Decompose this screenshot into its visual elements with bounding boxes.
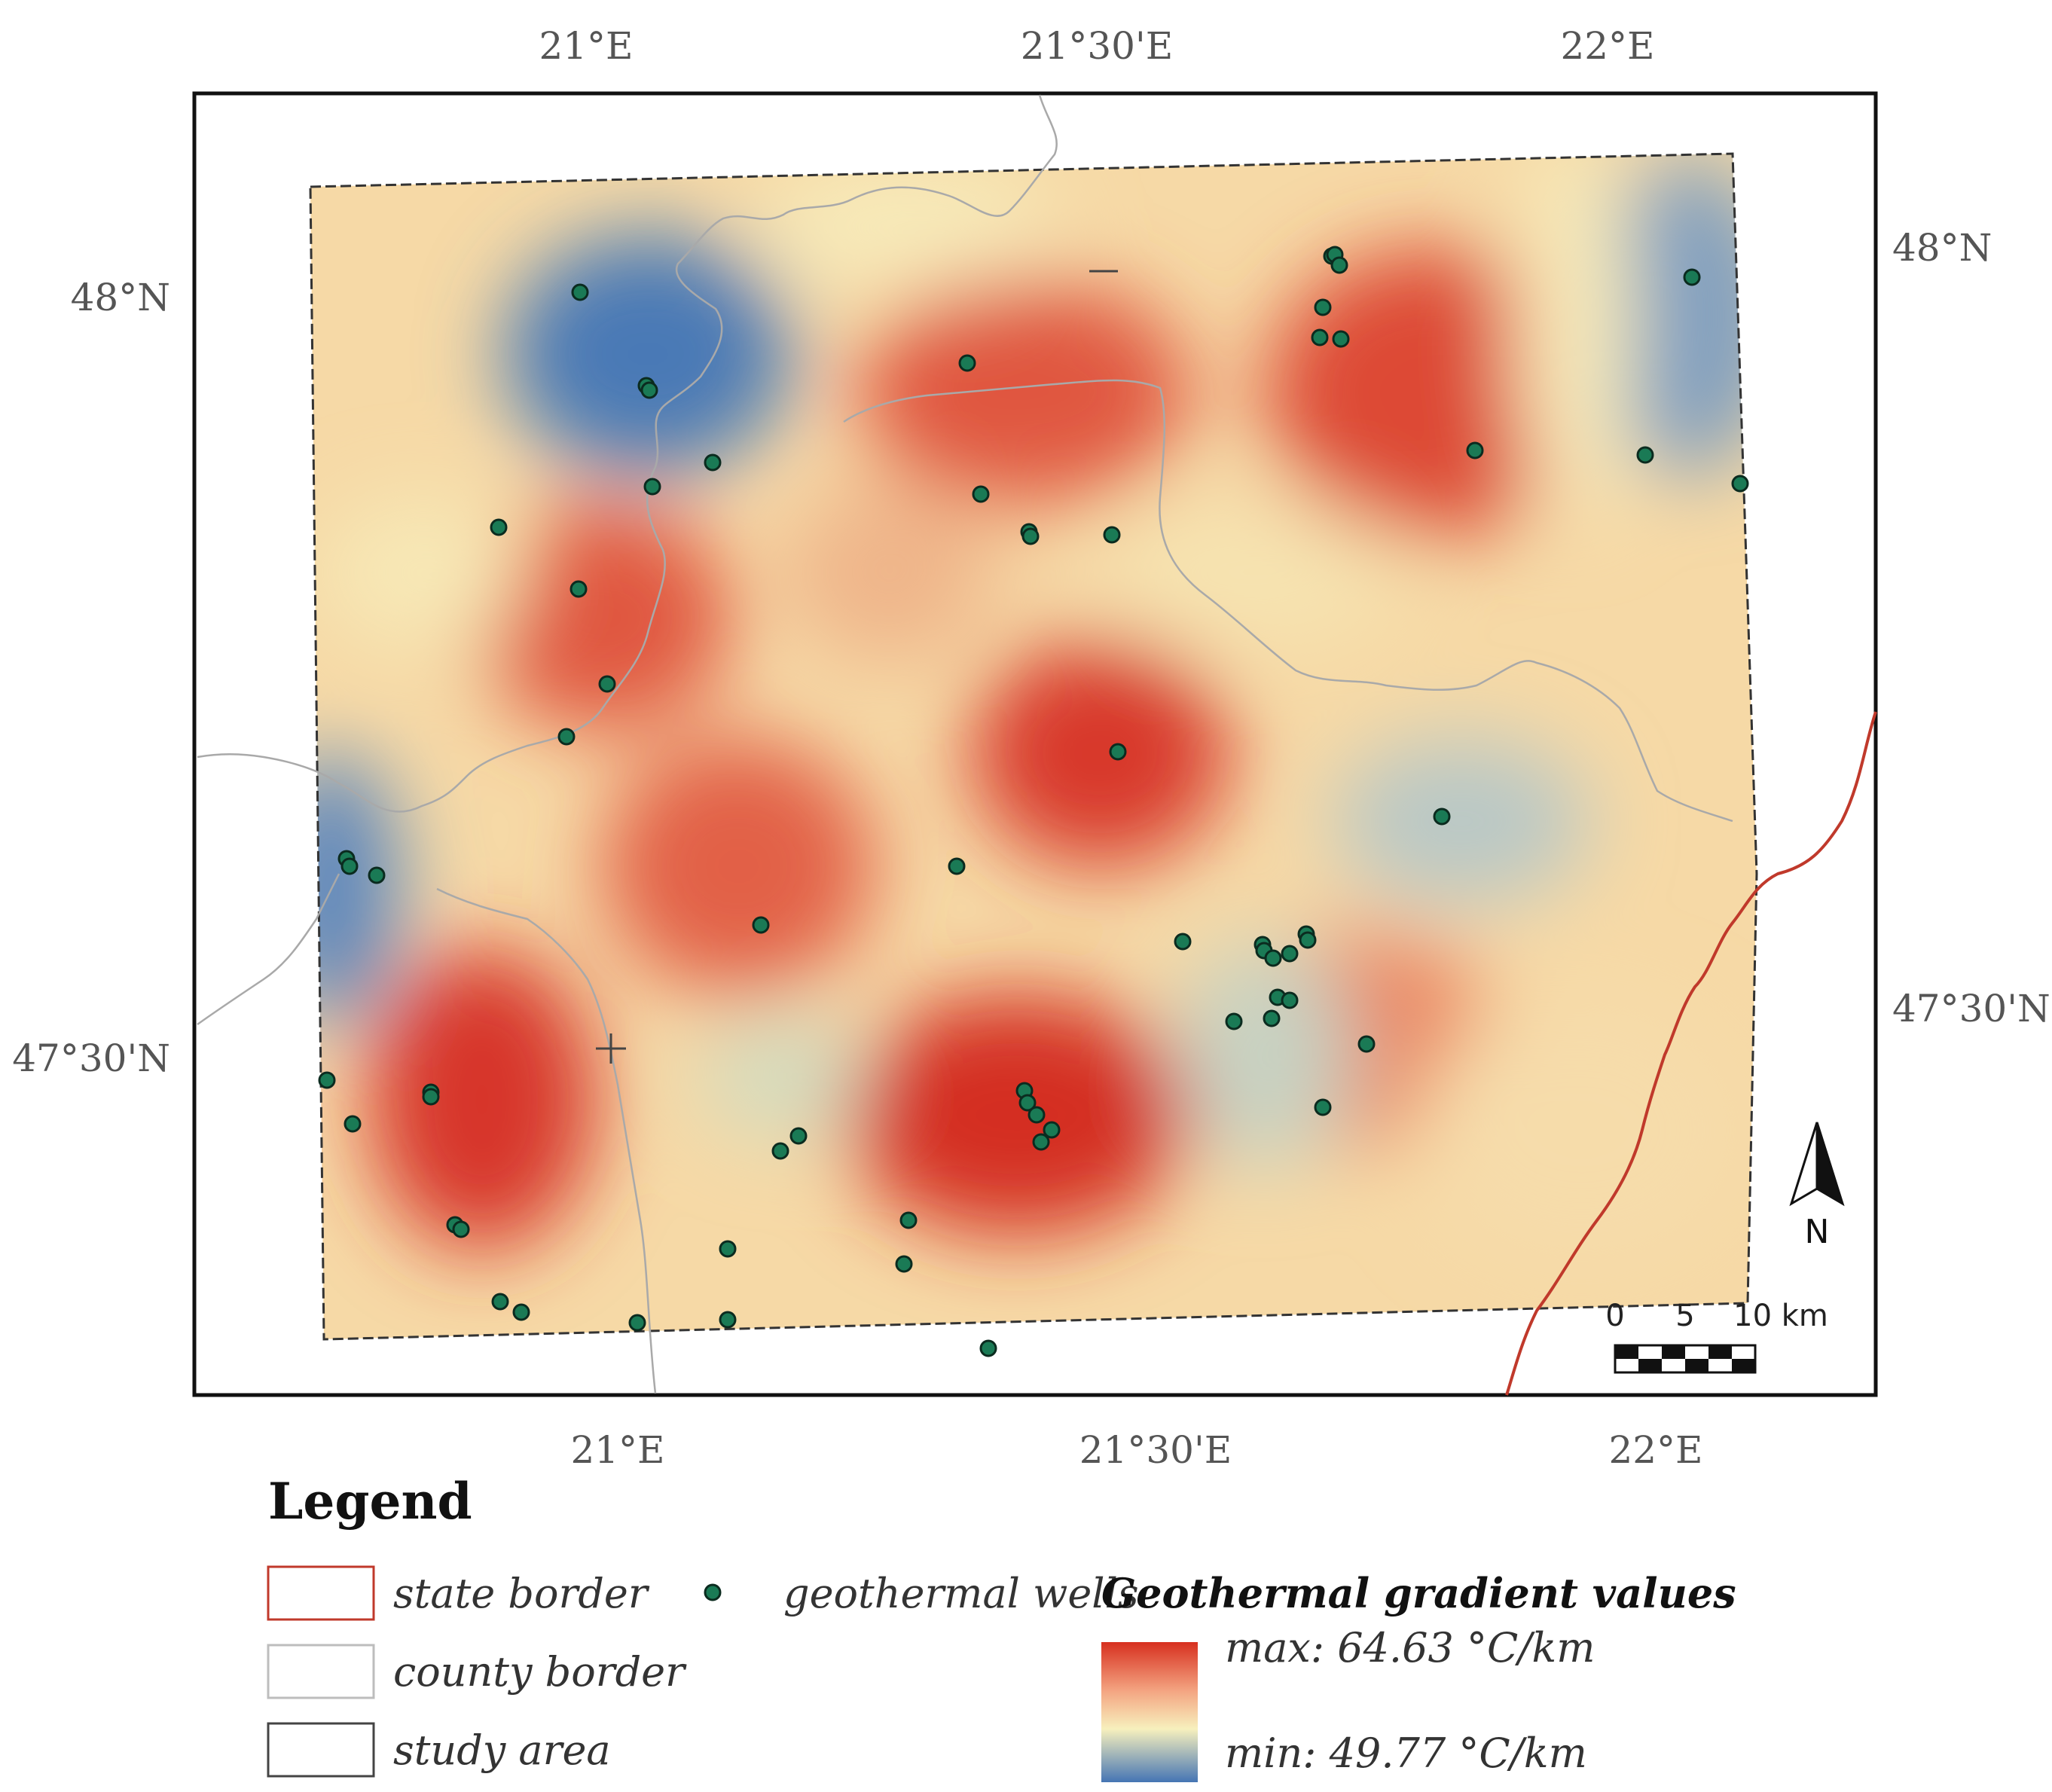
lat-tick-right-1: 48°N xyxy=(1892,226,1992,270)
geothermal-well-marker xyxy=(1018,1094,1037,1112)
legend-label-study-area: study area xyxy=(393,1726,611,1774)
geothermal-well-marker xyxy=(789,1127,808,1145)
north-arrow-icon: N xyxy=(1789,1122,1845,1251)
geothermal-well-marker xyxy=(1357,1035,1376,1053)
geothermal-well-marker xyxy=(1332,330,1350,348)
geothermal-well-marker xyxy=(1021,527,1040,545)
geothermal-well-marker xyxy=(752,916,770,934)
geothermal-well-marker xyxy=(571,283,589,301)
geothermal-well-marker xyxy=(979,1339,997,1357)
scale-label-5: 5 xyxy=(1675,1299,1694,1333)
geothermal-well-marker xyxy=(1174,933,1192,951)
geothermal-well-marker xyxy=(1299,931,1317,949)
legend-well-symbol xyxy=(704,1583,722,1601)
lat-tick-left-1: 48°N xyxy=(71,276,170,319)
legend-gradient-max: max: 64.63 °C/km xyxy=(1225,1624,1595,1671)
lon-tick-bottom-3: 22°E xyxy=(1608,1428,1702,1472)
legend-swatch-state-border xyxy=(267,1565,375,1621)
geothermal-well-marker xyxy=(643,478,661,496)
geothermal-well-marker xyxy=(719,1240,737,1258)
scale-label-0: 0 xyxy=(1605,1299,1624,1333)
geothermal-well-marker xyxy=(340,857,359,875)
geothermal-well-marker xyxy=(344,1115,362,1133)
geothermal-well-marker xyxy=(958,354,976,372)
geothermal-well-marker xyxy=(948,857,966,875)
geothermal-well-marker xyxy=(1683,268,1701,286)
geothermal-well-marker xyxy=(719,1311,737,1329)
geothermal-well-marker xyxy=(1314,298,1332,316)
geothermal-well-marker xyxy=(1043,1121,1061,1139)
graticule-mark xyxy=(596,1033,626,1064)
geothermal-well-marker xyxy=(1109,743,1127,761)
geothermal-wells-layer xyxy=(318,246,1749,1357)
geothermal-well-marker xyxy=(512,1303,530,1321)
legend-gradient-min: min: 49.77 °C/km xyxy=(1225,1729,1587,1777)
geothermal-well-marker xyxy=(1281,991,1299,1009)
legend-swatch-county-border xyxy=(267,1644,375,1699)
lon-tick-bottom-2: 21°30'E xyxy=(1079,1428,1232,1472)
legend-swatch-study-area xyxy=(267,1722,375,1778)
geothermal-well-marker xyxy=(1032,1133,1050,1151)
geothermal-well-marker xyxy=(1264,949,1282,967)
geothermal-well-marker xyxy=(899,1211,918,1229)
geothermal-well-marker xyxy=(640,381,658,399)
geothermal-well-marker xyxy=(491,1293,509,1311)
lat-tick-left-2: 47°30'N xyxy=(12,1036,170,1080)
scale-bar: 0 5 10 km xyxy=(1605,1299,1828,1374)
geothermal-well-marker xyxy=(704,453,722,472)
legend-label-county-border: county border xyxy=(393,1648,687,1696)
state-border xyxy=(1505,711,1877,1396)
geothermal-well-marker xyxy=(490,518,508,536)
geothermal-well-marker xyxy=(598,675,616,693)
geothermal-well-marker xyxy=(771,1142,789,1160)
lon-tick-top-1: 21°E xyxy=(539,24,633,68)
legend-label-state-border: state border xyxy=(393,1570,650,1617)
geothermal-well-marker xyxy=(569,580,588,598)
legend: Legend state border county border study … xyxy=(267,1472,1736,1782)
study-area-outline xyxy=(309,152,1758,1341)
geothermal-gradient-surface xyxy=(310,154,1757,1339)
geothermal-well-marker xyxy=(1281,945,1299,963)
north-label: N xyxy=(1805,1213,1830,1251)
lon-tick-top-3: 22°E xyxy=(1560,24,1654,68)
geothermal-well-marker xyxy=(1311,328,1329,346)
geothermal-well-marker xyxy=(1433,807,1451,826)
scale-label-10: 10 km xyxy=(1733,1299,1828,1333)
legend-title: Legend xyxy=(268,1472,472,1531)
geothermal-well-marker xyxy=(368,866,386,884)
geothermal-well-marker xyxy=(1225,1012,1243,1030)
geothermal-well-marker xyxy=(972,485,990,503)
legend-gradient-ramp xyxy=(1101,1642,1198,1782)
geothermal-well-marker xyxy=(318,1071,336,1089)
lat-tick-right-2: 47°30'N xyxy=(1892,987,2050,1030)
geothermal-well-marker xyxy=(1731,475,1749,493)
geothermal-well-marker xyxy=(628,1314,646,1332)
geothermal-well-marker xyxy=(895,1255,913,1273)
legend-label-wells: geothermal wells xyxy=(783,1570,1139,1617)
geothermal-well-marker xyxy=(1263,1009,1281,1027)
geothermal-well-marker xyxy=(452,1220,470,1238)
geothermal-well-marker xyxy=(557,728,576,746)
geothermal-well-marker xyxy=(1028,1106,1046,1124)
lon-tick-top-2: 21°30'E xyxy=(1021,24,1174,68)
geothermal-well-marker xyxy=(1103,526,1121,544)
geothermal-well-marker xyxy=(422,1088,440,1106)
geothermal-well-marker xyxy=(1636,446,1654,464)
geothermal-well-marker xyxy=(1330,256,1348,274)
geothermal-well-marker xyxy=(1466,441,1484,459)
geothermal-well-marker xyxy=(1314,1098,1332,1116)
county-borders xyxy=(197,94,1733,1394)
legend-gradient-title: Geothermal gradient values xyxy=(1101,1569,1736,1617)
lon-tick-bottom-1: 21°E xyxy=(570,1428,664,1472)
